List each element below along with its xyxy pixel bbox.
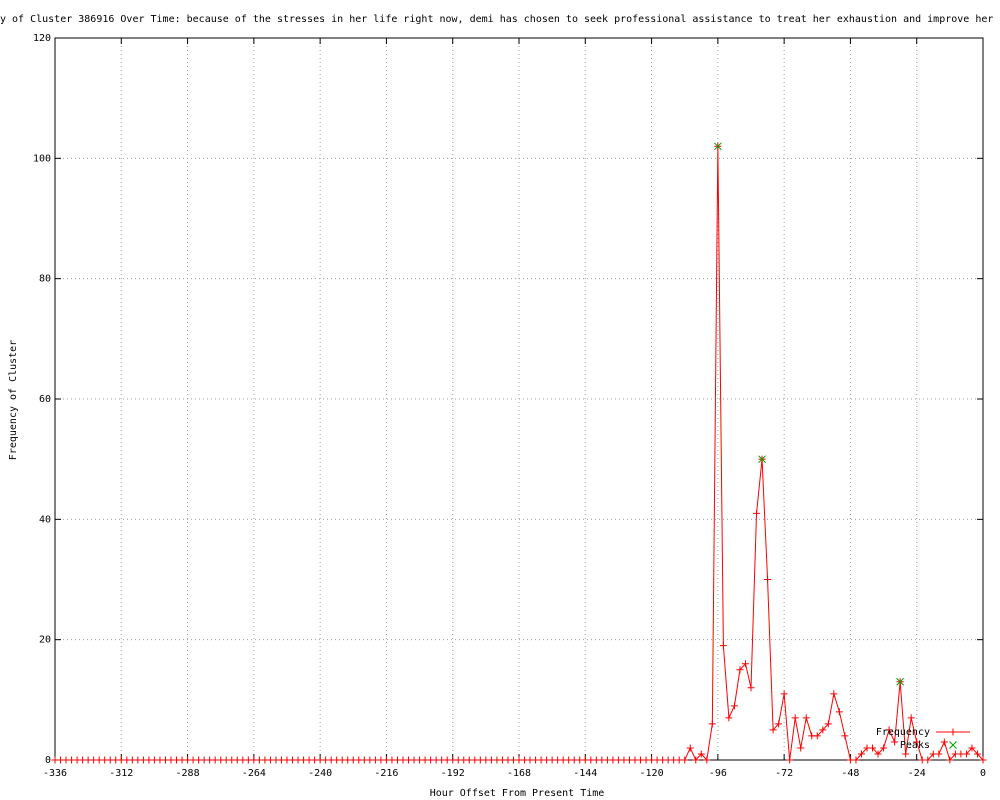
data-point <box>741 660 749 668</box>
data-point <box>802 714 810 722</box>
x-tick-label: -192 <box>441 768 465 779</box>
data-point <box>874 750 882 758</box>
data-point <box>968 744 976 752</box>
data-point <box>797 744 805 752</box>
legend-marker <box>949 741 957 749</box>
data-point <box>764 576 772 583</box>
data-point <box>780 690 788 698</box>
data-point <box>819 726 827 734</box>
data-point <box>681 756 689 764</box>
data-point <box>891 738 899 746</box>
data-point <box>902 750 910 758</box>
data-point <box>769 726 777 734</box>
x-tick-label: -48 <box>841 768 859 779</box>
data-point <box>962 750 970 758</box>
x-tick-label: 0 <box>980 768 986 779</box>
data-point <box>753 509 761 517</box>
y-tick-label: 40 <box>39 514 51 525</box>
legend-label: Peaks <box>900 740 930 751</box>
data-point <box>935 750 943 758</box>
data-point <box>907 714 915 722</box>
data-point <box>692 756 700 764</box>
data-point <box>880 744 888 752</box>
y-tick-label: 60 <box>39 394 51 405</box>
y-tick-label: 0 <box>45 755 51 766</box>
x-tick-label: -240 <box>308 768 332 779</box>
data-point <box>946 756 954 764</box>
data-point <box>979 756 987 764</box>
data-point <box>725 714 733 722</box>
data-point <box>913 738 921 746</box>
x-axis-label: Hour Offset From Present Time <box>430 788 605 799</box>
y-axis-label: Frequency of Cluster <box>8 340 19 460</box>
x-tick-label: -288 <box>176 768 200 779</box>
x-tick-label: -264 <box>242 768 266 779</box>
x-tick-label: -336 <box>43 768 67 779</box>
data-point <box>791 714 799 722</box>
data-point <box>747 684 755 692</box>
x-tick-label: -24 <box>908 768 926 779</box>
data-point <box>885 726 893 734</box>
x-tick-label: -72 <box>775 768 793 779</box>
data-point <box>703 756 711 764</box>
data-point <box>924 756 932 764</box>
data-point <box>730 702 738 710</box>
x-tick-label: -120 <box>640 768 664 779</box>
x-tick-label: -96 <box>709 768 727 779</box>
y-tick-label: 120 <box>33 33 51 44</box>
data-point <box>973 750 981 758</box>
data-point <box>841 732 849 740</box>
data-point <box>697 750 705 758</box>
data-point <box>719 642 727 650</box>
data-point <box>813 732 821 740</box>
legend-label: Frequency <box>876 727 930 738</box>
x-tick-label: -144 <box>573 768 597 779</box>
data-point <box>708 720 716 728</box>
data-point <box>940 738 948 746</box>
x-tick-label: -168 <box>507 768 531 779</box>
y-tick-label: 20 <box>39 635 51 646</box>
x-tick-label: -312 <box>109 768 133 779</box>
data-point <box>736 666 744 674</box>
x-tick-label: -216 <box>374 768 398 779</box>
data-point <box>830 690 838 698</box>
data-point <box>857 750 865 758</box>
data-point <box>775 720 783 728</box>
y-tick-label: 100 <box>33 153 51 164</box>
data-point <box>714 142 722 151</box>
data-point <box>786 756 794 764</box>
data-point <box>852 756 860 764</box>
data-point <box>686 744 694 752</box>
data-point <box>758 455 766 464</box>
chart-title: y of Cluster 386916 Over Time: because o… <box>0 14 1000 25</box>
data-point <box>824 720 832 728</box>
data-point <box>835 708 843 716</box>
data-point <box>896 677 904 686</box>
legend-marker <box>949 728 957 736</box>
y-tick-label: 80 <box>39 274 51 285</box>
data-point <box>869 744 877 752</box>
